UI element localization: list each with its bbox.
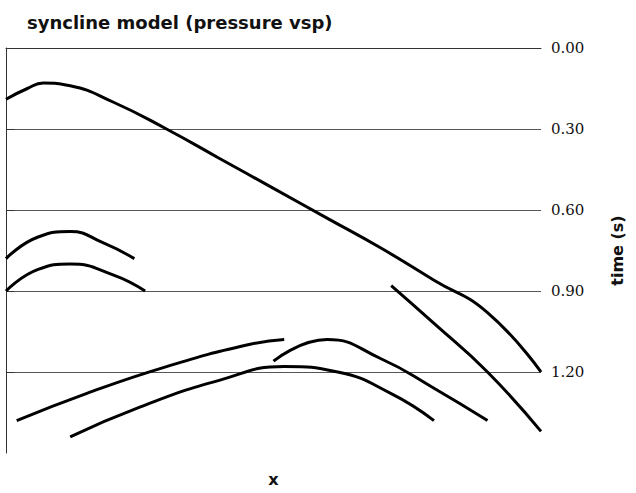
svg-text:x: x bbox=[268, 470, 279, 489]
svg-text:1.20: 1.20 bbox=[551, 363, 584, 381]
svg-text:0.90: 0.90 bbox=[551, 282, 584, 300]
svg-text:0.30: 0.30 bbox=[551, 120, 584, 138]
svg-text:syncline model (pressure vsp): syncline model (pressure vsp) bbox=[27, 12, 333, 33]
svg-text:0.00: 0.00 bbox=[551, 39, 584, 57]
svg-text:0.60: 0.60 bbox=[551, 201, 584, 219]
svg-text:time (s): time (s) bbox=[608, 215, 627, 285]
